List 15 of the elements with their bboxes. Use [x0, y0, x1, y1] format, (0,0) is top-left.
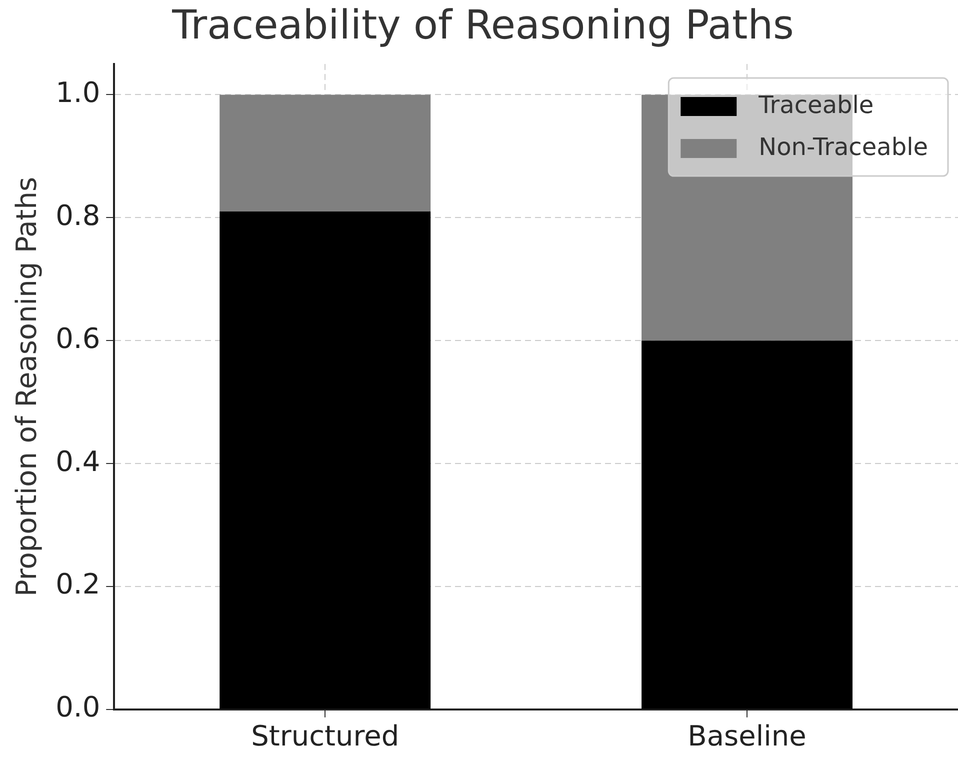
y-tick-label: 0.8 — [56, 198, 100, 232]
y-tick-label: 1.0 — [56, 76, 100, 110]
y-axis-title: Proportion of Reasoning Paths — [10, 176, 44, 597]
y-tick-label: 0.2 — [56, 568, 100, 601]
x-tick-label: Baseline — [688, 719, 806, 752]
legend-label: Non-Traceable — [758, 133, 928, 162]
legend-label: Traceable — [758, 91, 874, 120]
bar — [642, 340, 853, 709]
chart-title: Traceability of Reasoning Paths — [171, 2, 794, 48]
bar — [220, 212, 431, 709]
y-tick-label: 0.0 — [56, 690, 100, 724]
y-tick-label: 0.6 — [56, 322, 100, 355]
x-tick-label: Structured — [251, 719, 400, 752]
bar — [220, 94, 431, 212]
y-tick-label: 0.4 — [56, 444, 100, 478]
